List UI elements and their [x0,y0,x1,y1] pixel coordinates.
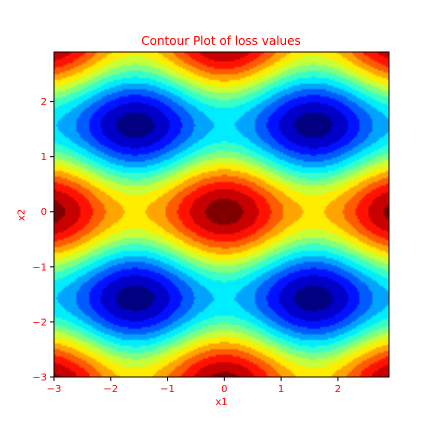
plot-frame [53,51,390,378]
x-tick-label: 2 [335,384,341,395]
y-axis-label: x2 [16,208,28,222]
x-tick-label: −1 [160,384,175,395]
chart-title: Contour Plot of loss values [141,34,301,48]
y-tick-label: −1 [32,262,47,273]
y-tick-label: 1 [41,152,47,163]
y-tick-label: −3 [32,373,47,384]
y-tick-label: 2 [41,97,47,108]
x-tick-label: −3 [47,384,62,395]
x-tick-label: 1 [278,384,284,395]
x-tick-label: −2 [103,384,118,395]
heatmap-surface [54,52,389,377]
y-tick-label: 0 [41,207,47,218]
x-axis-label: x1 [215,397,228,408]
x-tick-label: 0 [221,384,227,395]
y-tick-label: −2 [32,317,47,328]
